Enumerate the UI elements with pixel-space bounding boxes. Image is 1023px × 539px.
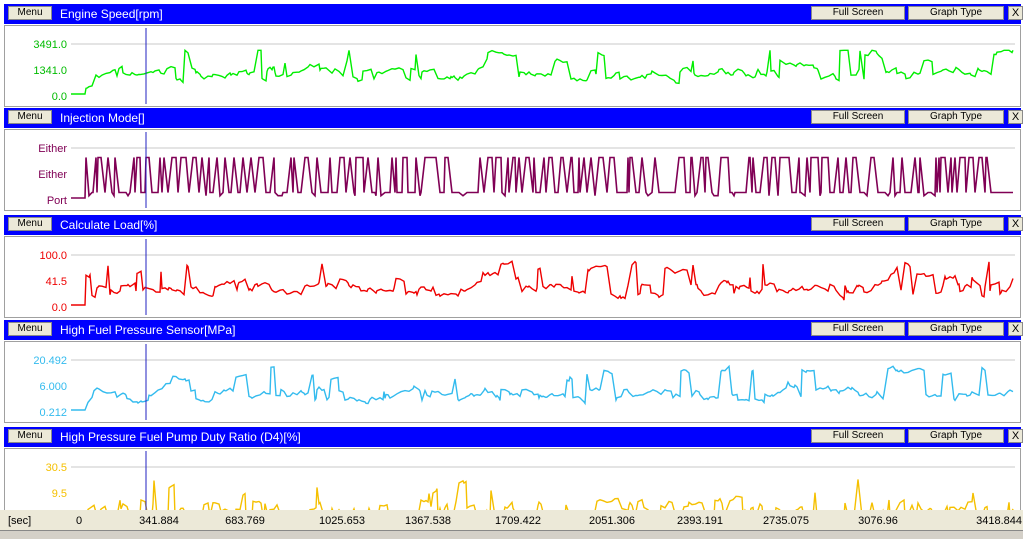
y-tick-label: 3491.0	[33, 39, 67, 51]
panel-title-bar: Menu Calculate Load[%] Full Screen Graph Ty…	[4, 215, 1023, 235]
menu-button[interactable]: Menu	[8, 217, 52, 231]
series-line	[71, 364, 1014, 411]
y-tick-label: Either	[38, 169, 67, 181]
menu-button[interactable]: Menu	[8, 322, 52, 336]
full-screen-button[interactable]: Full Screen	[811, 429, 905, 443]
x-tick-label: 2051.306	[589, 515, 635, 527]
plot-area[interactable]: 3491.0 1341.0 0.0	[4, 25, 1021, 107]
full-screen-button[interactable]: Full Screen	[811, 6, 905, 20]
panel-title-bar: Menu High Fuel Pressure Sensor[MPa] Full S…	[4, 320, 1023, 340]
y-tick-label: 9.5	[52, 488, 67, 500]
x-tick-label: 2393.191	[677, 515, 723, 527]
y-tick-label: 0.212	[39, 407, 67, 419]
x-tick-label: 1709.422	[495, 515, 541, 527]
full-screen-button[interactable]: Full Screen	[811, 322, 905, 336]
full-screen-button[interactable]: Full Screen	[811, 110, 905, 124]
menu-button[interactable]: Menu	[8, 6, 52, 20]
panel-title: Injection Mode[]	[60, 111, 145, 125]
panel-title-bar: Menu High Pressure Fuel Pump Duty Ratio (…	[4, 427, 1023, 447]
full-screen-button[interactable]: Full Screen	[811, 217, 905, 231]
x-tick-label: 2735.075	[763, 515, 809, 527]
graph-panel: Menu Injection Mode[] Full Screen Graph Typ…	[0, 108, 1023, 212]
series-line	[71, 156, 1013, 199]
y-tick-label: Either	[38, 143, 67, 155]
panel-title: High Fuel Pressure Sensor[MPa]	[60, 323, 236, 337]
x-tick-label: 1367.538	[405, 515, 451, 527]
graph-type-button[interactable]: Graph Type	[908, 429, 1004, 443]
panel-title-bar: Menu Engine Speed[rpm] Full Screen Graph Ty…	[4, 4, 1023, 24]
plot-area[interactable]: 100.0 41.5 0.0	[4, 236, 1021, 318]
panel-title: Calculate Load[%]	[60, 218, 158, 232]
y-tick-label: 100.0	[39, 250, 67, 262]
series-line	[71, 48, 1014, 95]
close-button[interactable]: X	[1008, 429, 1023, 443]
menu-button[interactable]: Menu	[8, 429, 52, 443]
graph-type-button[interactable]: Graph Type	[908, 217, 1004, 231]
x-tick-label: 1025.653	[319, 515, 365, 527]
close-button[interactable]: X	[1008, 322, 1023, 336]
menu-button[interactable]: Menu	[8, 110, 52, 124]
y-tick-label: 0.0	[52, 91, 67, 103]
plot-svg: 100.0 41.5 0.0	[39, 239, 1015, 315]
graph-panel: Menu Calculate Load[%] Full Screen Graph Ty…	[0, 215, 1023, 319]
panel-title-bar: Menu Injection Mode[] Full Screen Graph Typ…	[4, 108, 1023, 128]
close-button[interactable]: X	[1008, 6, 1023, 20]
plot-area[interactable]: Either Either Port	[4, 129, 1021, 211]
plot-svg: Either Either Port	[38, 132, 1015, 208]
series-line	[71, 260, 1014, 306]
x-tick-label: 3076.96	[858, 515, 898, 527]
graph-panel: Menu Engine Speed[rpm] Full Screen Graph Ty…	[0, 4, 1023, 108]
y-tick-label: 30.5	[46, 462, 67, 474]
y-tick-label: Port	[47, 195, 67, 207]
graph-type-button[interactable]: Graph Type	[908, 322, 1004, 336]
x-tick-label: 341.884	[139, 515, 179, 527]
y-tick-label: 20.492	[33, 355, 67, 367]
close-button[interactable]: X	[1008, 217, 1023, 231]
y-tick-label: 6.000	[39, 381, 67, 393]
x-tick-label: 0	[76, 515, 83, 527]
close-button[interactable]: X	[1008, 110, 1023, 124]
plot-svg: 3491.0 1341.0 0.0	[33, 28, 1015, 104]
plot-area[interactable]: 20.492 6.000 0.212	[4, 341, 1021, 423]
x-tick-label: 3418.844	[976, 515, 1022, 527]
graph-type-button[interactable]: Graph Type	[908, 110, 1004, 124]
y-tick-label: 41.5	[46, 276, 67, 288]
time-scrollbar[interactable]	[0, 530, 1023, 539]
panel-title: High Pressure Fuel Pump Duty Ratio (D4)[…	[60, 430, 301, 444]
y-tick-label: 0.0	[52, 302, 67, 314]
panel-title: Engine Speed[rpm]	[60, 7, 163, 21]
plot-svg: 20.492 6.000 0.212	[33, 344, 1015, 420]
y-tick-label: 1341.0	[33, 65, 67, 77]
time-axis-unit: [sec]	[8, 515, 32, 527]
x-tick-label: 683.769	[225, 515, 265, 527]
graph-type-button[interactable]: Graph Type	[908, 6, 1004, 20]
graph-panel: Menu High Fuel Pressure Sensor[MPa] Full S…	[0, 320, 1023, 424]
